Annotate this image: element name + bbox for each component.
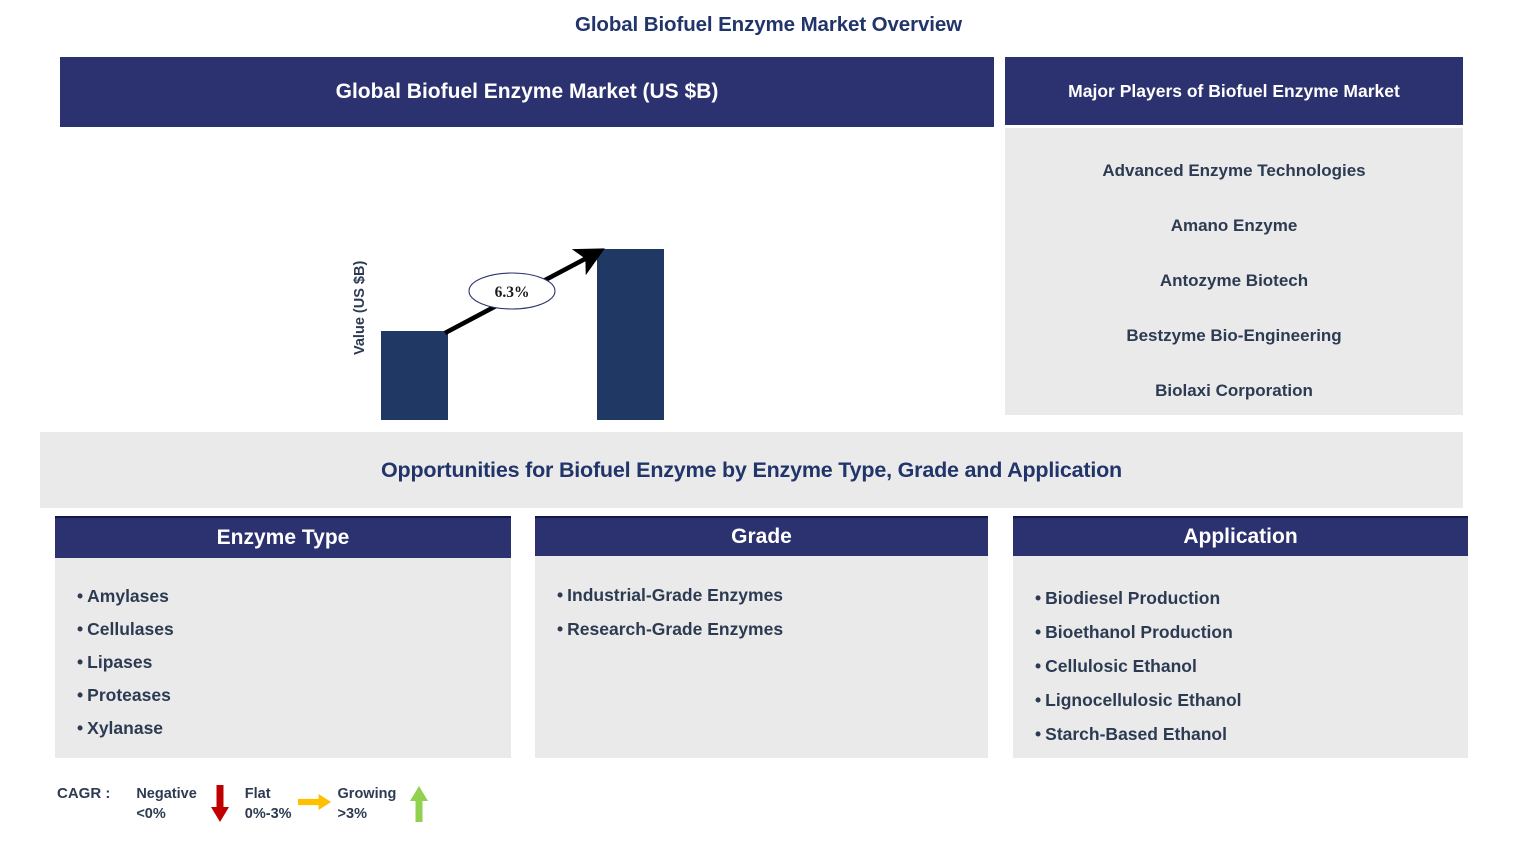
list-item: Antozyme Biotech xyxy=(1159,271,1309,290)
list-item: • Research-Grade Enzymes xyxy=(557,612,966,646)
list-item: • Lipases xyxy=(77,646,489,679)
major-players-panel: Major Players of Biofuel Enzyme Market A… xyxy=(1005,57,1463,415)
opportunities-banner: Opportunities for Biofuel Enzyme by Enzy… xyxy=(40,432,1463,508)
cagr-legend-entry-negative: Negative <0% xyxy=(136,784,242,824)
bullet-icon: • xyxy=(557,585,564,605)
list-item-label: Cellulases xyxy=(87,619,174,639)
list-item-label: Xylanase xyxy=(87,718,164,738)
list-item: • Cellulosic Ethanol xyxy=(1035,649,1446,683)
cagr-growing-range: >3% xyxy=(337,806,367,822)
list-item-label: Lipases xyxy=(87,652,153,672)
market-chart-panel: Global Biofuel Enzyme Market (US $B) Val… xyxy=(60,57,994,468)
bullet-icon: • xyxy=(1035,656,1042,676)
list-item: Advanced Enzyme Technologies xyxy=(1102,161,1366,180)
category-column-grade: Grade • Industrial-Grade Enzymes • Researc… xyxy=(535,516,988,758)
list-item: • Industrial-Grade Enzymes xyxy=(557,578,966,612)
category-items-grade: • Industrial-Grade Enzymes • Research-Grad… xyxy=(535,556,988,758)
category-column-enzyme-type: Enzyme Type • Amylases • Cellulases • Lipas… xyxy=(55,516,511,758)
list-item: • Xylanase xyxy=(77,712,489,745)
list-item-label: Proteases xyxy=(87,685,171,705)
list-item: • Proteases xyxy=(77,679,489,712)
bullet-icon: • xyxy=(557,619,564,639)
arrow-down-icon xyxy=(203,784,237,824)
cagr-growing-text: Growing >3% xyxy=(338,784,397,824)
bar-2031 xyxy=(597,249,664,420)
category-column-application: Application • Biodiesel Production • Bioet… xyxy=(1013,516,1468,758)
players-panel-header: Major Players of Biofuel Enzyme Market xyxy=(1005,57,1463,125)
bullet-icon: • xyxy=(77,685,84,705)
cagr-legend: CAGR : Negative <0% Flat 0%-3% xyxy=(57,784,438,828)
list-item: • Lignocellulosic Ethanol xyxy=(1035,683,1446,717)
list-item: • Bioethanol Production xyxy=(1035,615,1446,649)
list-item: Biolaxi Corporation xyxy=(1155,381,1313,400)
cagr-flat-text: Flat 0%-3% xyxy=(245,784,292,824)
arrow-up-icon xyxy=(402,784,436,824)
list-item: Amano Enzyme xyxy=(1170,216,1298,235)
y-axis-label: Value (US $B) xyxy=(352,261,368,355)
category-items-enzyme-type: • Amylases • Cellulases • Lipases • Protease… xyxy=(55,558,511,758)
category-header-enzyme-type: Enzyme Type xyxy=(55,516,511,558)
cagr-legend-label: CAGR : xyxy=(57,785,111,802)
bullet-icon: • xyxy=(77,619,84,639)
cagr-callout-ellipse xyxy=(468,272,556,310)
category-header-grade: Grade xyxy=(535,516,988,556)
players-list: Advanced Enzyme Technologies Amano Enzym… xyxy=(1005,128,1463,415)
bar-2024 xyxy=(381,331,448,420)
cagr-flat-range: 0%-3% xyxy=(244,806,292,822)
list-item: • Biodiesel Production xyxy=(1035,581,1446,615)
bullet-icon: • xyxy=(77,586,84,606)
cagr-growing-name: Growing xyxy=(337,786,397,802)
page-title: Global Biofuel Enzyme Market Overview xyxy=(574,13,963,36)
list-item: • Starch-Based Ethanol xyxy=(1035,717,1446,751)
chart-plot-area: Value (US $B) 6.3% 2024 xyxy=(60,127,994,468)
cagr-flat-name: Flat xyxy=(244,786,271,802)
list-item-label: Research-Grade Enzymes xyxy=(567,619,784,639)
category-header-application: Application xyxy=(1013,516,1468,556)
bullet-icon: • xyxy=(1035,622,1042,642)
arrow-right-icon xyxy=(297,784,332,824)
list-item-label: Amylases xyxy=(87,586,169,606)
cagr-negative-range: <0% xyxy=(136,806,166,822)
list-item: • Cellulases xyxy=(77,613,489,646)
bullet-icon: • xyxy=(1035,724,1042,744)
cagr-legend-entry-growing: Growing >3% xyxy=(338,784,437,824)
cagr-negative-text: Negative <0% xyxy=(136,784,196,824)
list-item-label: Bioethanol Production xyxy=(1045,622,1233,642)
opportunities-banner-text: Opportunities for Biofuel Enzyme by Enzy… xyxy=(381,457,1122,482)
bar-chart-svg: Value (US $B) 6.3% 2024 xyxy=(352,248,664,420)
bullet-icon: • xyxy=(1035,690,1042,710)
category-items-application: • Biodiesel Production • Bioethanol Produc… xyxy=(1013,556,1468,758)
bullet-icon: • xyxy=(77,718,84,738)
bullet-icon: • xyxy=(77,652,84,672)
list-item: • Amylases xyxy=(77,580,489,613)
list-item-label: Lignocellulosic Ethanol xyxy=(1045,690,1242,710)
cagr-legend-entry-flat: Flat 0%-3% xyxy=(245,784,336,824)
list-item-label: Biodiesel Production xyxy=(1045,588,1221,608)
list-item-label: Industrial-Grade Enzymes xyxy=(567,585,784,605)
list-item-label: Starch-Based Ethanol xyxy=(1045,724,1227,744)
bullet-icon: • xyxy=(1035,588,1042,608)
list-item: Bestzyme Bio-Engineering xyxy=(1126,326,1342,345)
list-item-label: Cellulosic Ethanol xyxy=(1045,656,1197,676)
cagr-callout-value: 6.3% xyxy=(495,284,530,301)
chart-panel-header: Global Biofuel Enzyme Market (US $B) xyxy=(60,57,994,127)
cagr-negative-name: Negative xyxy=(136,786,197,802)
